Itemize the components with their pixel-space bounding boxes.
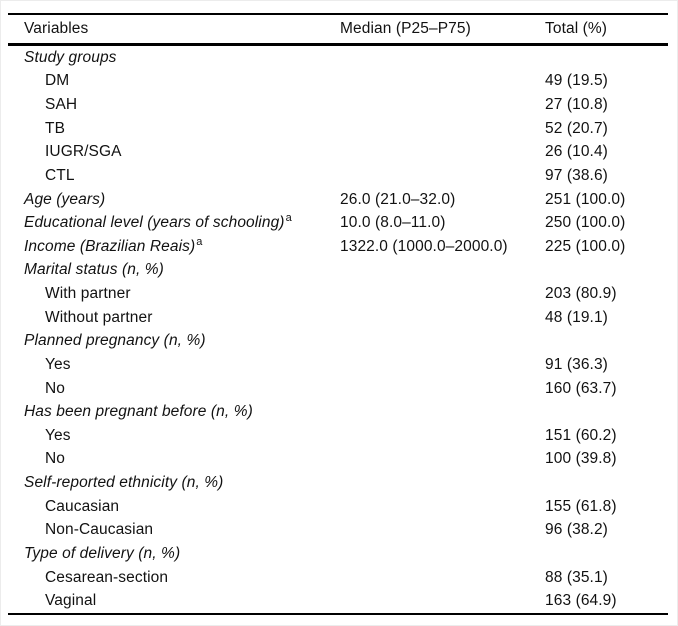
footnote-marker: a: [196, 235, 203, 248]
row-median-value: 26.0 (21.0–32.0): [340, 190, 456, 208]
table-row: Cesarean-section 88 (35.1): [8, 566, 668, 590]
row-total-value: 151 (60.2): [545, 426, 617, 444]
table-row: Educational level (years of schooling)a …: [8, 211, 668, 235]
table-row: Age (years) 26.0 (21.0–32.0) 251 (100.0): [8, 188, 668, 212]
table-row: Yes 91 (36.3): [8, 353, 668, 377]
table-header-rule: [8, 43, 668, 46]
row-variable-label: Educational level (years of schooling)a: [24, 212, 292, 232]
row-total-value: 163 (64.9): [545, 592, 617, 610]
row-total-value: 155 (61.8): [545, 497, 617, 515]
row-variable-label: Type of delivery (n, %): [24, 544, 181, 562]
table-row: Type of delivery (n, %): [8, 542, 668, 566]
row-variable-label: Vaginal: [45, 592, 97, 610]
row-total-value: 97 (38.6): [545, 166, 608, 184]
column-header-median: Median (P25–P75): [340, 19, 471, 37]
footnote-marker: a: [285, 212, 292, 225]
row-variable-label: Has been pregnant before (n, %): [24, 403, 253, 421]
table-row: Marital status (n, %): [8, 259, 668, 283]
row-total-value: 49 (19.5): [545, 72, 608, 90]
demographics-table: Variables Median (P25–P75) Total (%) Stu…: [8, 13, 668, 615]
row-total-value: 48 (19.1): [545, 308, 608, 326]
row-median-value: 1322.0 (1000.0–2000.0): [340, 237, 508, 255]
row-variable-label: Income (Brazilian Reais)a: [24, 235, 203, 255]
row-total-value: 100 (39.8): [545, 450, 617, 468]
table-row: Planned pregnancy (n, %): [8, 330, 668, 354]
row-variable-label: IUGR/SGA: [45, 143, 122, 161]
table-row: IUGR/SGA 26 (10.4): [8, 141, 668, 165]
table-row: No 100 (39.8): [8, 448, 668, 472]
row-total-value: 52 (20.7): [545, 119, 608, 137]
row-total-value: 160 (63.7): [545, 379, 617, 397]
row-variable-label: Marital status (n, %): [24, 261, 164, 279]
table-row: CTL 97 (38.6): [8, 164, 668, 188]
row-variable-label: With partner: [45, 285, 131, 303]
row-variable-label: Cesarean-section: [45, 568, 169, 586]
table-row: Has been pregnant before (n, %): [8, 400, 668, 424]
table-top-rule: [8, 13, 668, 15]
row-variable-label: No: [45, 379, 66, 397]
table-row: Without partner 48 (19.1): [8, 306, 668, 330]
table-row: Study groups: [8, 46, 668, 70]
table-body: Study groups DM 49 (19.5) SAH 27 (10.8) …: [8, 46, 668, 613]
row-median-value: 10.0 (8.0–11.0): [340, 214, 446, 232]
table-row: SAH 27 (10.8): [8, 93, 668, 117]
table-row: With partner 203 (80.9): [8, 282, 668, 306]
row-variable-label: Yes: [45, 355, 71, 373]
row-variable-label: No: [45, 450, 66, 468]
row-variable-label: SAH: [45, 96, 78, 114]
table-row: Vaginal 163 (64.9): [8, 589, 668, 613]
row-total-value: 203 (80.9): [545, 285, 617, 303]
row-variable-label: Planned pregnancy (n, %): [24, 332, 206, 350]
row-total-value: 26 (10.4): [545, 143, 608, 161]
row-total-value: 96 (38.2): [545, 521, 608, 539]
table-row: DM 49 (19.5): [8, 70, 668, 94]
row-total-value: 251 (100.0): [545, 190, 626, 208]
row-total-value: 88 (35.1): [545, 568, 608, 586]
column-header-total: Total (%): [545, 19, 608, 37]
row-variable-label: Caucasian: [45, 497, 120, 515]
table-row: TB 52 (20.7): [8, 117, 668, 141]
table-row: No 160 (63.7): [8, 377, 668, 401]
row-variable-label: Self-reported ethnicity (n, %): [24, 474, 224, 492]
table-row: Caucasian 155 (61.8): [8, 495, 668, 519]
table-row: Non-Caucasian 96 (38.2): [8, 519, 668, 543]
column-header-variables: Variables: [24, 19, 89, 37]
row-total-value: 250 (100.0): [545, 214, 626, 232]
row-variable-label: Non-Caucasian: [45, 521, 154, 539]
table-bottom-rule: [8, 613, 668, 615]
row-variable-label: Yes: [45, 426, 71, 444]
row-variable-label: Age (years): [24, 190, 106, 208]
row-variable-label: Study groups: [24, 48, 117, 66]
row-variable-label: TB: [45, 119, 66, 137]
row-total-value: 27 (10.8): [545, 96, 608, 114]
row-total-value: 225 (100.0): [545, 237, 626, 255]
table-header-row: Variables Median (P25–P75) Total (%): [8, 15, 668, 44]
table-row: Yes 151 (60.2): [8, 424, 668, 448]
row-variable-label: Without partner: [45, 308, 153, 326]
row-total-value: 91 (36.3): [545, 355, 608, 373]
row-variable-label: DM: [45, 72, 70, 90]
row-variable-label: CTL: [45, 166, 75, 184]
table-row: Self-reported ethnicity (n, %): [8, 471, 668, 495]
table-row: Income (Brazilian Reais)a 1322.0 (1000.0…: [8, 235, 668, 259]
